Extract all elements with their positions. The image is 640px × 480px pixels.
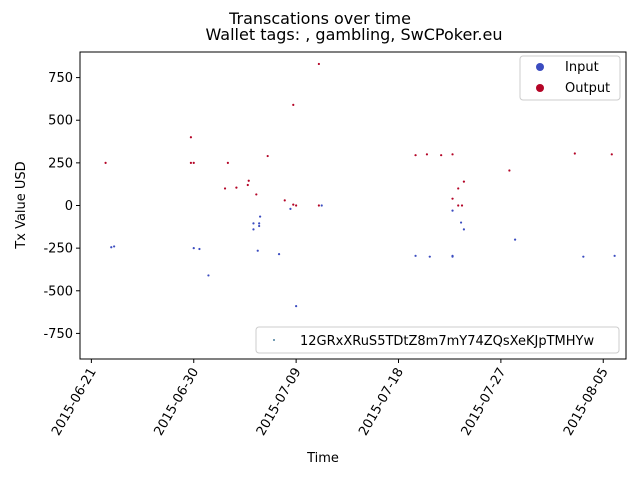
data-point-output — [192, 161, 195, 164]
data-point-output — [292, 203, 295, 206]
data-point-input — [110, 246, 113, 249]
legend-series: Input Output — [519, 55, 621, 101]
data-point-output — [573, 152, 576, 155]
legend-box — [519, 55, 621, 101]
data-point-input — [582, 255, 585, 258]
data-point-input — [295, 305, 298, 308]
data-point-output — [292, 103, 295, 106]
legend-label-input: Input — [565, 60, 599, 75]
data-point-output — [457, 204, 460, 207]
chart-title: Wallet tags: , gambling, SwCPoker.eu — [206, 25, 503, 44]
y-axis-label: Tx Value USD — [14, 161, 29, 249]
data-point-output — [610, 153, 613, 156]
data-point-output — [460, 204, 464, 207]
data-point-output — [247, 179, 250, 182]
y-tick-label: 500 — [48, 114, 73, 129]
data-point-output — [317, 204, 320, 207]
data-point-input — [192, 247, 195, 250]
data-point-input — [258, 224, 261, 228]
data-point-output — [317, 62, 320, 66]
data-point-output — [462, 180, 466, 183]
data-point-input — [451, 209, 454, 212]
data-point-output — [283, 199, 286, 202]
legend-wallet: 12GRxXRuS5TDtZ8m7mY74ZQsXeKJpTMHYw — [255, 326, 620, 354]
data-point-input — [259, 215, 262, 218]
data-point-output — [255, 193, 258, 196]
y-tick-label: 250 — [48, 156, 73, 171]
data-point-output — [451, 153, 454, 156]
data-point-output — [266, 154, 269, 158]
legend-wallet-marker — [273, 339, 275, 341]
data-point-output — [295, 204, 298, 207]
data-point-input — [513, 238, 517, 241]
y-tick-label: 0 — [65, 199, 73, 214]
data-point-input — [459, 221, 463, 224]
data-point-output — [104, 161, 107, 164]
y-tick-label: -500 — [43, 284, 73, 299]
data-point-input — [113, 245, 116, 248]
data-point-input — [414, 254, 417, 257]
data-point-output — [457, 187, 460, 190]
data-point-input — [289, 207, 292, 211]
data-point-input — [258, 222, 261, 225]
data-point-input — [256, 249, 259, 252]
data-point-output — [508, 169, 511, 172]
data-point-output — [189, 161, 193, 164]
y-axis: -750 -500 -250 0 250 500 750 — [43, 71, 80, 342]
data-point-input — [207, 274, 210, 277]
data-point-input — [428, 255, 431, 258]
data-point-input — [277, 253, 281, 256]
y-tick-label: 750 — [48, 71, 73, 86]
data-point-output — [451, 197, 454, 200]
data-point-input — [252, 228, 255, 231]
data-point-output — [425, 153, 429, 156]
data-point-output — [223, 187, 227, 190]
data-point-output — [189, 136, 193, 139]
data-point-input — [198, 247, 201, 251]
data-point-output — [226, 161, 229, 164]
legend-label-output: Output — [565, 81, 610, 96]
data-point-output — [235, 186, 238, 189]
data-point-input — [252, 222, 255, 225]
data-point-output — [414, 154, 417, 157]
y-tick-label: -250 — [43, 242, 73, 257]
data-point-input — [320, 204, 323, 207]
legend-marker-input — [536, 63, 544, 71]
data-point-output — [246, 183, 249, 187]
x-axis-label: Time — [306, 451, 339, 466]
data-point-input — [613, 254, 616, 257]
data-point-output — [440, 154, 443, 157]
legend-wallet-label: 12GRxXRuS5TDtZ8m7mY74ZQsXeKJpTMHYw — [300, 334, 594, 349]
data-point-input — [451, 254, 454, 257]
legend-marker-output — [536, 84, 544, 92]
data-points — [104, 62, 616, 308]
legend-wallet-box — [255, 326, 620, 354]
data-point-input — [462, 228, 466, 231]
chart-suptitle: Transcations over time — [228, 9, 411, 28]
y-tick-label: -750 — [43, 327, 73, 342]
